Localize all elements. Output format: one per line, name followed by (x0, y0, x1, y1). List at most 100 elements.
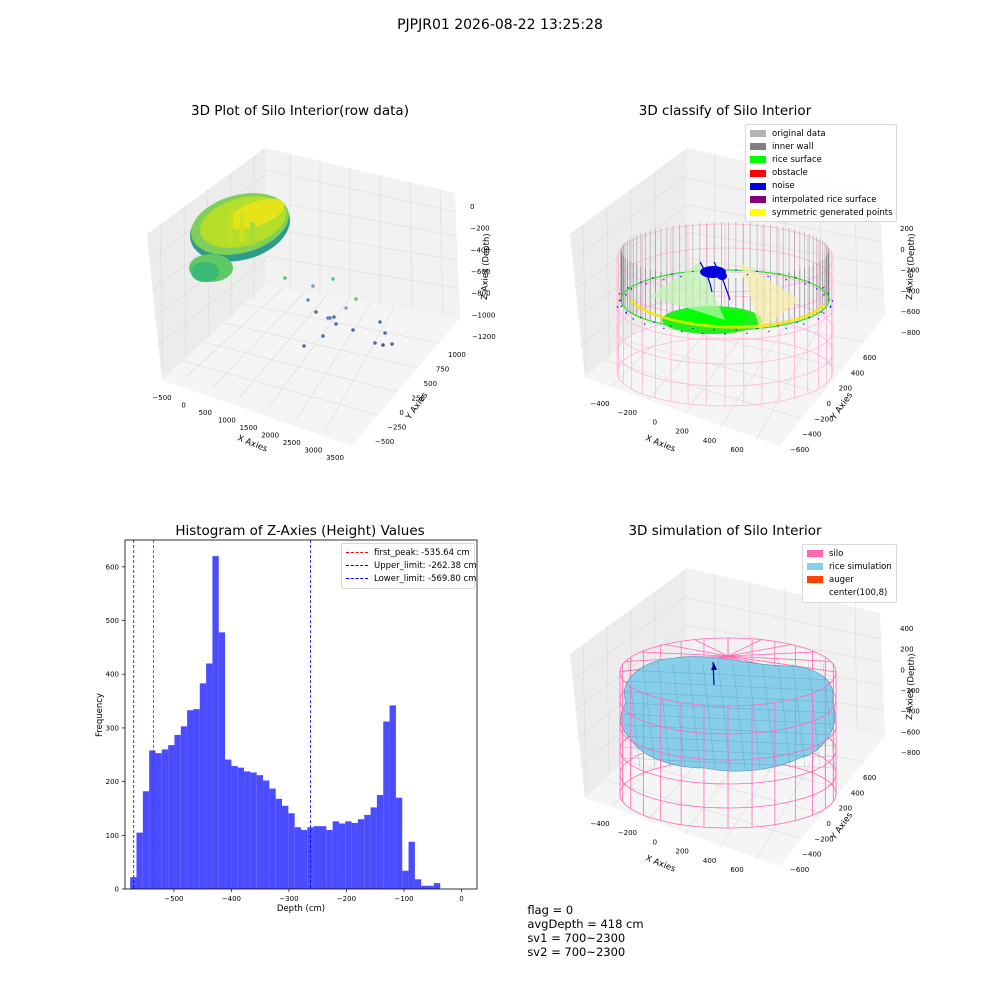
histogram-bar (180, 726, 188, 889)
noise-point (735, 329, 737, 331)
histogram-bar (408, 841, 415, 889)
axis-tick-label: 0 (653, 838, 657, 846)
sv1-readout: sv1 = 700~2300 (527, 931, 626, 945)
histogram-bar (212, 556, 219, 889)
flag-readout: flag = 0 (527, 903, 574, 917)
noise-point (627, 287, 629, 289)
simulation-yaxis-label: Y Axies (829, 810, 856, 842)
noise-point (640, 281, 642, 284)
histogram-bar (231, 766, 238, 889)
noise-point (680, 275, 682, 278)
histogram-bar (357, 819, 365, 889)
histogram-legend-item: first_peak: -535.64 cm (346, 546, 470, 559)
noise-point (804, 283, 806, 285)
noise-point (827, 293, 830, 295)
noise-point (632, 318, 634, 320)
legend-item: original data (750, 127, 892, 140)
scatter-point (332, 315, 336, 319)
axis-tick-label: −1200 (472, 333, 496, 341)
histogram-bar (244, 771, 251, 889)
axis-tick-label: −600 (471, 268, 490, 276)
noise-point (821, 311, 823, 313)
histogram-ytick-label: 200 (106, 778, 119, 786)
axis-tick-label: −500 (375, 438, 394, 446)
histogram-bar (193, 709, 200, 889)
histogram-xtick-label: −100 (394, 895, 413, 903)
simulation-3d-plot: −400 −200 0 200 400 600 −600 −400 −200 0 200 400 600… (570, 568, 920, 875)
histogram-bar (364, 814, 371, 889)
histogram-bar (338, 823, 346, 889)
histogram-bar (142, 791, 150, 889)
axis-tick-label: −600 (901, 308, 920, 316)
axis-tick-label: 1000 (448, 351, 466, 359)
scatter-point (283, 276, 287, 280)
axis-tick-label: 2500 (283, 439, 301, 447)
axis-tick-label: −600 (901, 728, 920, 736)
noise-point (823, 312, 825, 314)
noise-point (663, 279, 665, 281)
noise-point (713, 329, 715, 331)
scatter-point (373, 341, 377, 345)
histogram-title: Histogram of Z-Axies (Height) Values (175, 523, 425, 539)
histogram-bar (256, 775, 264, 889)
scatter-point (354, 297, 358, 301)
axis-tick-label: −200 (901, 687, 920, 695)
axis-tick-label: 750 (436, 366, 449, 374)
noise-point (816, 288, 818, 290)
noise-point (618, 293, 621, 295)
histogram-bar (294, 827, 301, 889)
histogram-bar (168, 745, 175, 889)
axis-tick-label: −200 (814, 415, 833, 423)
histogram-bar (174, 734, 181, 889)
noise-point (692, 327, 694, 330)
axis-tick-label: 0 (900, 246, 904, 254)
noise-point (618, 300, 621, 302)
histogram-bar (307, 827, 314, 889)
axis-tick-label: 200 (839, 805, 852, 813)
histogram-legend-item: Upper_limit: -262.38 cm (346, 559, 477, 572)
raw-3d-plot: −5000500100015002000250030003500−500−250… (147, 148, 496, 462)
noise-point (625, 294, 627, 296)
histogram-bar (288, 813, 295, 889)
histogram-bar (345, 821, 352, 889)
histogram-bar (370, 807, 377, 889)
histogram-frame (124, 539, 478, 890)
noise-point (768, 330, 770, 333)
axis-tick-label: −200 (470, 225, 489, 233)
classify-legend: original data inner wall rice surface obsta… (745, 124, 897, 223)
noise-point (644, 323, 646, 325)
noise-point (625, 312, 627, 314)
axis-tick-label: −800 (471, 290, 490, 298)
histogram-xtick-label: −500 (164, 895, 183, 903)
axis-tick-label: 250 (412, 395, 425, 403)
histogram-bar (275, 798, 283, 889)
scatter-point (344, 306, 348, 310)
noise-point (777, 325, 779, 327)
axis-tick-label: 0 (900, 666, 904, 674)
axis-tick-label: 600 (730, 866, 743, 874)
noise-point (630, 288, 633, 290)
simulation-plot-title: 3D simulation of Silo Interior (628, 523, 822, 539)
histogram-bar (313, 826, 320, 889)
axis-tick-label: 3500 (326, 454, 344, 462)
legend-item: rice simulation (807, 560, 892, 573)
axis-tick-label: 0 (181, 402, 185, 410)
noise-point (829, 305, 832, 307)
axis-tick-label: 600 (730, 446, 743, 454)
noise-point (756, 270, 758, 273)
histogram-xaxis-label: Depth (cm) (277, 904, 325, 914)
noise-point (702, 273, 704, 276)
histogram-bar (282, 805, 289, 889)
noise-point (713, 269, 715, 271)
histogram-bar (225, 759, 232, 889)
histogram-bar (433, 883, 441, 889)
noise-point (645, 283, 647, 285)
histogram-chart: −500 −400 −300 −200 −100 0 0 100 200 300 400 500 60… (95, 539, 478, 914)
histogram-bar (376, 795, 384, 889)
axis-tick-label: 400 (703, 437, 716, 445)
axis-tick-label: 0 (827, 400, 831, 408)
axis-tick-label: 0 (470, 203, 474, 211)
scatter-point (383, 331, 387, 335)
noise-point (828, 299, 830, 301)
noise-point (671, 273, 673, 275)
